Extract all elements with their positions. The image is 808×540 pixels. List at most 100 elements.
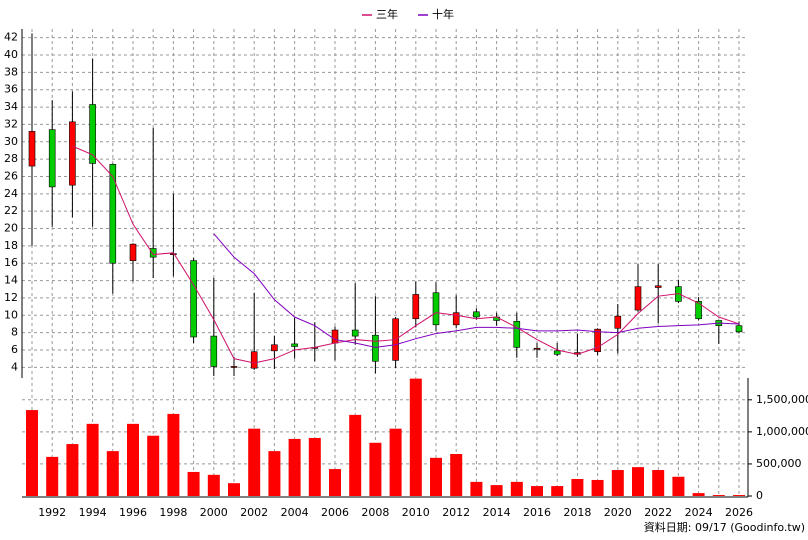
candle-body — [614, 315, 622, 329]
candle-body — [412, 294, 420, 320]
y-tick-label: 18 — [4, 239, 18, 252]
x-tick-label: 1994 — [79, 506, 107, 519]
candle-body — [372, 334, 379, 362]
candle-body — [271, 344, 278, 352]
volume-bar — [288, 438, 301, 496]
candle-body — [513, 321, 521, 348]
candle-body — [432, 292, 440, 326]
y-tick-label: 26 — [4, 169, 18, 182]
volume-bar — [430, 457, 442, 496]
volume-bar — [127, 423, 139, 496]
y-tick-label: 4 — [11, 360, 18, 373]
x-tick-label: 2014 — [483, 506, 511, 519]
candle-body — [553, 350, 561, 355]
y-tick-label: 20 — [4, 222, 18, 235]
candle-body — [735, 325, 743, 333]
candle-body — [654, 285, 662, 288]
x-tick-label: 2010 — [402, 506, 430, 519]
x-tick-label: 1992 — [38, 506, 66, 519]
volume-bar — [369, 442, 382, 496]
volume-bar — [490, 485, 503, 496]
y-tick-label: 6 — [11, 343, 18, 356]
candle-body — [69, 121, 76, 186]
candle-body — [695, 301, 702, 320]
x-tick-label: 2026 — [725, 506, 753, 519]
y-tick-label: 16 — [4, 256, 18, 269]
y-tick-label: 36 — [4, 83, 18, 96]
volume-bar — [531, 486, 543, 496]
y-tick-label: 40 — [4, 48, 18, 61]
y-tick-label: 8 — [11, 326, 18, 339]
x-tick-label: 1998 — [159, 506, 187, 519]
x-tick-label: 2022 — [644, 506, 672, 519]
legend-label: 十年 — [432, 7, 454, 21]
footer: 資料日期: 09/17 (Goodinfo.tw) — [644, 520, 805, 534]
x-tick-label: 2004 — [281, 506, 309, 519]
volume-bar — [349, 414, 362, 496]
volume-bar — [712, 495, 725, 496]
y-tick-label: 12 — [4, 291, 18, 304]
candle-body — [48, 129, 56, 188]
volume-bar — [652, 470, 665, 496]
candle-body — [28, 131, 36, 167]
volume-bar — [167, 413, 180, 496]
volume-bar — [510, 481, 523, 496]
y-tick-label: 34 — [4, 100, 18, 113]
x-tick-label: 2006 — [321, 506, 349, 519]
y-tick-label: 14 — [4, 274, 18, 287]
candle-body — [594, 328, 601, 353]
candle-body — [291, 343, 298, 347]
y-tick-label: 24 — [4, 187, 18, 200]
volume-bar — [632, 467, 644, 496]
legend-label: 三年 — [376, 7, 398, 21]
candle-body — [351, 329, 359, 337]
candle-body — [89, 104, 96, 164]
candle-body — [331, 329, 339, 344]
volume-bar — [187, 471, 200, 496]
volume-bar — [450, 453, 463, 496]
x-tick-label: 1996 — [119, 506, 147, 519]
x-tick-label: 2018 — [563, 506, 591, 519]
volume-bar — [207, 474, 220, 496]
x-tick-label: 2002 — [240, 506, 268, 519]
candle-body — [634, 286, 642, 311]
x-tick-label: 2016 — [523, 506, 551, 519]
candle-body — [473, 311, 480, 318]
volume-bar — [389, 428, 402, 496]
y-tick-label: 10 — [4, 308, 18, 321]
candle-body — [452, 312, 460, 326]
volume-bar — [672, 476, 685, 496]
volume-bar — [611, 470, 624, 496]
y2-tick-label: 500,000 — [756, 457, 802, 470]
volume-bar — [248, 428, 261, 496]
candle-body — [230, 366, 238, 368]
volume-bar — [66, 444, 79, 496]
y-tick-label: 28 — [4, 152, 18, 165]
volume-bar — [86, 423, 99, 496]
x-tick-label: 2020 — [604, 506, 632, 519]
y2-tick-label: 1,500,000 — [756, 393, 808, 406]
volume-bar — [470, 481, 483, 496]
volume-bar — [591, 479, 604, 496]
y-tick-label: 38 — [4, 65, 18, 78]
y-tick-label: 30 — [4, 135, 18, 148]
x-tick-label: 2000 — [200, 506, 228, 519]
volume-bar — [409, 378, 422, 496]
candle-body — [149, 248, 157, 258]
volume-bar — [329, 469, 341, 496]
volume-bar — [147, 435, 160, 496]
candle-body — [250, 351, 258, 369]
y-tick-label: 32 — [4, 117, 18, 130]
candle-body — [210, 335, 218, 367]
x-tick-label: 2012 — [442, 506, 470, 519]
candle-body — [533, 347, 541, 350]
volume-bar — [268, 451, 281, 496]
candle-body — [190, 260, 197, 338]
volume-bar — [733, 495, 745, 496]
y-tick-label: 22 — [4, 204, 18, 217]
volume-bar — [308, 437, 321, 496]
volume-bar — [228, 483, 240, 496]
y2-tick-label: 1,000,000 — [756, 425, 808, 438]
ma-line — [213, 233, 740, 348]
